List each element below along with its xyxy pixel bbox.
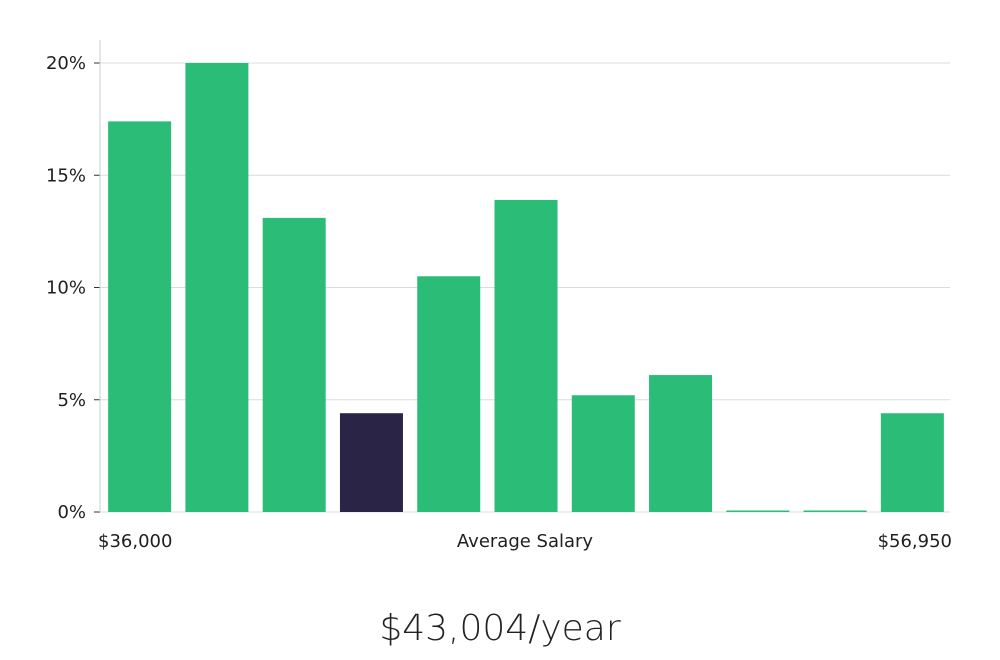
- bar: [417, 276, 481, 512]
- bar: [726, 510, 790, 512]
- x-axis-title: Average Salary: [457, 531, 594, 552]
- bar: [494, 199, 558, 512]
- y-tick-label: 5%: [57, 390, 86, 411]
- x-min-label: $36,000: [98, 531, 172, 552]
- bar: [185, 63, 249, 512]
- bar: [108, 121, 172, 513]
- bars: [108, 63, 944, 513]
- salary-histogram: 0% 5% 10% 15% 20% $36,000 Average Salary $56…: [46, 40, 952, 552]
- y-tick-label: 15%: [46, 165, 86, 186]
- bar: [262, 217, 326, 512]
- bar: [803, 510, 867, 512]
- y-tick-label: 0%: [57, 502, 86, 523]
- y-tick-labels: 0% 5% 10% 15% 20%: [46, 53, 86, 523]
- bar: [649, 375, 713, 512]
- y-tick-label: 20%: [46, 53, 86, 74]
- bar: [880, 413, 944, 512]
- y-tick-label: 10%: [46, 278, 86, 299]
- bar: [571, 395, 635, 512]
- bar-highlighted: [339, 413, 403, 512]
- average-salary-value: $43,004/year: [379, 608, 621, 649]
- x-max-label: $56,950: [878, 531, 952, 552]
